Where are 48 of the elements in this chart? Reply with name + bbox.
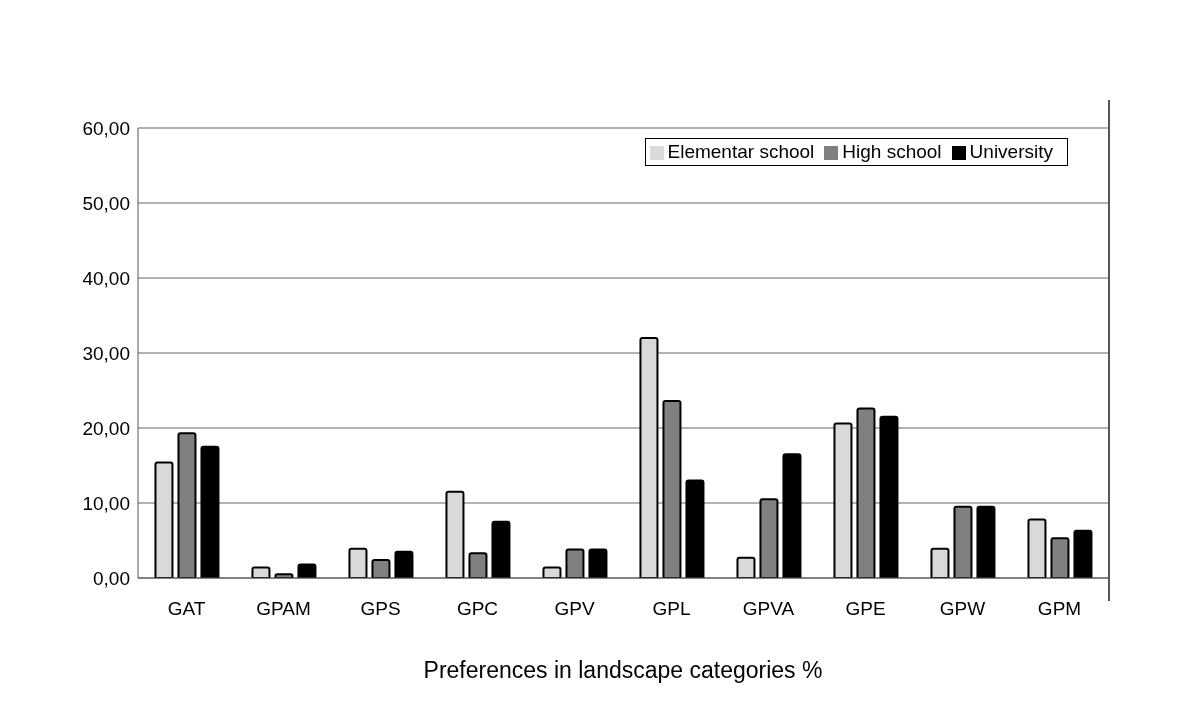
bar xyxy=(1050,537,1070,578)
x-tick-label: GPE xyxy=(845,598,886,620)
bar xyxy=(953,505,973,578)
y-tick-label: 0,00 xyxy=(93,567,130,589)
y-tick-label: 10,00 xyxy=(82,492,130,514)
bar xyxy=(468,552,488,578)
x-axis-title: Preferences in landscape categories % xyxy=(423,657,823,683)
bar xyxy=(782,453,802,578)
x-tick-label: GAT xyxy=(167,598,206,620)
legend-label: Elementar school xyxy=(667,141,815,162)
bar xyxy=(685,479,705,578)
y-tick-label: 40,00 xyxy=(82,267,130,289)
bar xyxy=(930,547,950,578)
y-tick-label: 20,00 xyxy=(82,417,130,439)
bar xyxy=(154,461,174,578)
bar xyxy=(445,490,465,578)
legend-label: University xyxy=(969,141,1053,162)
bar xyxy=(736,556,756,578)
x-tick-label: GPAM xyxy=(256,598,311,620)
y-tick-label: 60,00 xyxy=(82,117,130,139)
legend-label: High school xyxy=(842,141,942,162)
x-tick-label: GPC xyxy=(456,598,499,620)
bar xyxy=(879,415,899,578)
x-tick-label: GPW xyxy=(939,598,986,620)
bar xyxy=(177,432,197,578)
x-tick-label: GPV xyxy=(554,598,595,620)
x-tick-label: GPVA xyxy=(742,598,795,620)
bar xyxy=(348,547,368,578)
bar xyxy=(588,548,608,578)
y-tick-label: 30,00 xyxy=(82,342,130,364)
bar xyxy=(491,520,511,578)
bar xyxy=(297,563,317,578)
bar xyxy=(1073,529,1093,578)
x-tick-label: GPS xyxy=(360,598,401,620)
bar xyxy=(371,559,391,578)
bar xyxy=(1027,518,1047,578)
bar xyxy=(565,548,585,578)
bar xyxy=(639,337,659,578)
x-tick-label: GPM xyxy=(1037,598,1082,620)
bar xyxy=(856,407,876,578)
bar xyxy=(833,422,853,578)
y-tick-label: 50,00 xyxy=(82,192,130,214)
bar xyxy=(759,498,779,578)
bar xyxy=(662,400,682,578)
bar xyxy=(976,505,996,578)
x-tick-label: GPL xyxy=(652,598,691,620)
bar xyxy=(200,445,220,578)
bar xyxy=(394,550,414,578)
